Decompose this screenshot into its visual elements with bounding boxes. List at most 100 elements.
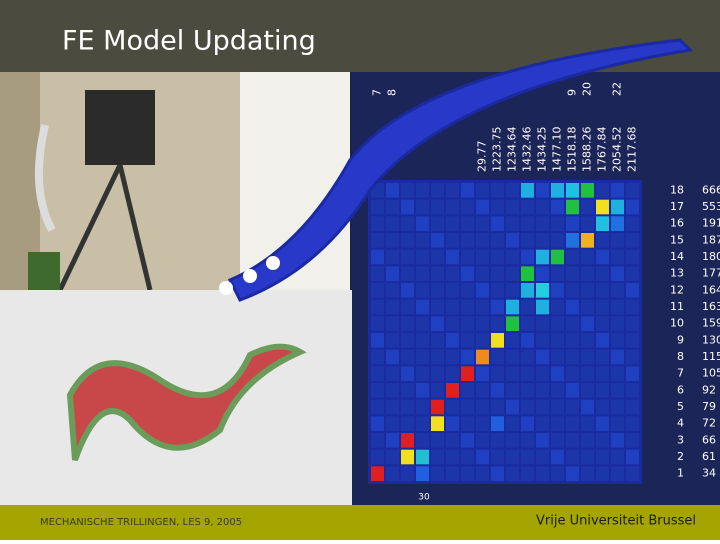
mac-cell [431, 333, 444, 348]
mac-cell [401, 433, 414, 448]
mac-cell [596, 233, 609, 248]
row-value: 159 [702, 317, 720, 330]
mac-cell [626, 233, 639, 248]
row-value: 61 [702, 450, 716, 463]
mac-cell [491, 283, 504, 298]
mac-cell [386, 283, 399, 298]
mac-cell [491, 383, 504, 398]
mac-cell [596, 266, 609, 281]
row-value: 187 [702, 233, 720, 246]
mac-cell [506, 249, 519, 265]
mac-cell [371, 416, 384, 431]
mac-cell [446, 383, 459, 398]
mac-cell [536, 283, 549, 298]
mac-cell [626, 449, 639, 465]
mac-cell [446, 283, 459, 298]
mac-cell [521, 266, 534, 281]
mac-cell [536, 433, 549, 448]
mac-cell [536, 216, 549, 231]
mac-cell [431, 383, 444, 398]
mac-cell [401, 266, 414, 281]
row-value: 105 [702, 367, 720, 380]
row-label: 1 [677, 467, 684, 480]
mac-cell [461, 333, 474, 348]
column-frequency: 2054.52 [611, 127, 624, 173]
mac-cell [416, 283, 429, 298]
mac-cell [626, 316, 639, 331]
mac-cell [566, 366, 579, 381]
mac-cell [461, 199, 474, 215]
mac-cell [386, 266, 399, 281]
mac-cell [476, 316, 489, 331]
mac-cell [536, 199, 549, 215]
mac-cell [431, 399, 444, 415]
mac-cell [611, 199, 624, 215]
mac-cell [476, 299, 489, 315]
mac-cell [371, 199, 384, 215]
mac-cell [476, 233, 489, 248]
mac-cell [446, 183, 459, 198]
mac-cell [611, 283, 624, 298]
mac-cell [551, 383, 564, 398]
row-label: 11 [670, 300, 684, 313]
row-label: 8 [677, 350, 684, 363]
mac-cell [626, 266, 639, 281]
mac-cell [386, 233, 399, 248]
mac-cell [401, 249, 414, 265]
mac-cell [611, 399, 624, 415]
mac-cell [581, 199, 594, 215]
mac-cell [566, 399, 579, 415]
row-label: 10 [670, 317, 684, 330]
mac-cell [521, 416, 534, 431]
mac-cell [536, 466, 549, 481]
mac-cell [476, 283, 489, 298]
mac-cell [596, 416, 609, 431]
mac-cell [461, 416, 474, 431]
mac-cell [431, 183, 444, 198]
mac-cell [596, 433, 609, 448]
mac-cell [476, 266, 489, 281]
mac-cell [566, 283, 579, 298]
column-frequency: 1518.18 [566, 127, 579, 173]
photo-beam [34, 124, 56, 232]
mac-cell [506, 266, 519, 281]
mac-cell [491, 316, 504, 331]
row-label: 15 [670, 233, 684, 246]
mac-cell [611, 433, 624, 448]
mac-cell [596, 283, 609, 298]
mac-cell [491, 466, 504, 481]
mac-cell [551, 399, 564, 415]
mac-cell [431, 416, 444, 431]
mac-cell [521, 233, 534, 248]
mac-cell [626, 183, 639, 198]
mac-cell [581, 299, 594, 315]
mac-cell [536, 233, 549, 248]
column-mode: 8 [386, 89, 399, 96]
mac-cell [371, 233, 384, 248]
mac-cell [611, 266, 624, 281]
mac-cell [491, 366, 504, 381]
mac-cell [401, 299, 414, 315]
mac-cell [461, 366, 474, 381]
mac-cell [581, 266, 594, 281]
mac-cell [491, 349, 504, 365]
mac-cell [566, 266, 579, 281]
mac-cell [521, 449, 534, 465]
row-value: 191 [702, 217, 720, 230]
mac-cell [476, 366, 489, 381]
mac-cell [581, 283, 594, 298]
mac-cell [506, 416, 519, 431]
mac-cell [461, 249, 474, 265]
mac-cell [431, 433, 444, 448]
mac-cell [476, 183, 489, 198]
mac-cell [596, 399, 609, 415]
mac-cell [386, 366, 399, 381]
row-value: 553 [702, 200, 720, 213]
photo-bin [28, 252, 60, 290]
mac-cell [611, 299, 624, 315]
mac-cell [476, 449, 489, 465]
mac-cell [626, 349, 639, 365]
mac-cell [461, 283, 474, 298]
mac-cell [521, 333, 534, 348]
